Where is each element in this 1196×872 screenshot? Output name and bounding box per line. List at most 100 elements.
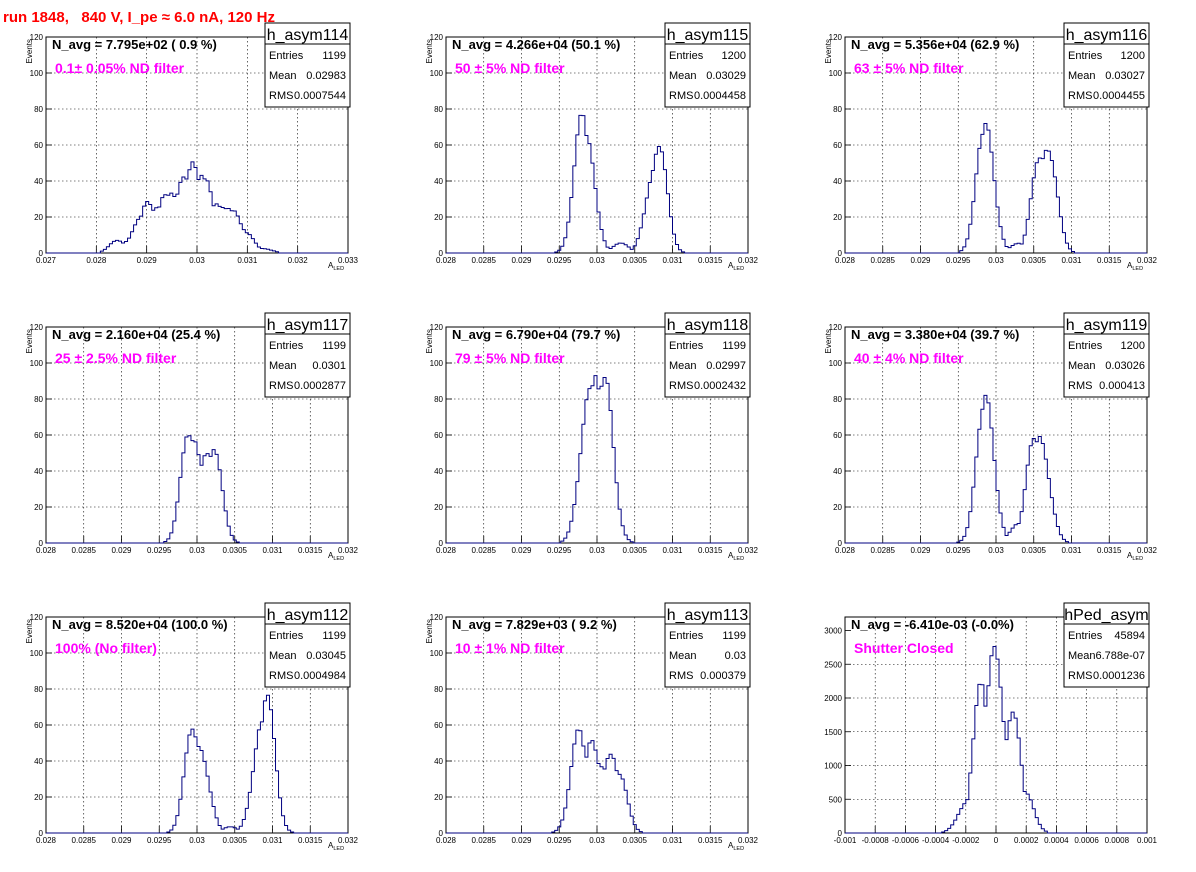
y-tick-label: 60 bbox=[34, 721, 43, 730]
y-tick-label: 40 bbox=[34, 467, 43, 476]
stats-key: Entries bbox=[669, 340, 704, 352]
x-tick-label: 0.032 bbox=[338, 836, 359, 845]
stats-key: Entries bbox=[669, 50, 704, 62]
y-tick-label: 120 bbox=[30, 33, 44, 42]
y-axis-title: Events bbox=[425, 329, 434, 353]
x-tick-label: 0.03 bbox=[189, 836, 205, 845]
x-tick-label: 0.0285 bbox=[72, 836, 97, 845]
y-tick-label: 40 bbox=[833, 177, 842, 186]
y-tick-label: 120 bbox=[30, 613, 44, 622]
stats-value: 0.000413 bbox=[1099, 380, 1145, 392]
stats-key: Entries bbox=[269, 50, 304, 62]
x-tick-label: 0.0285 bbox=[871, 256, 896, 265]
histogram-panel-h_asym119: 0.028 0.0285 0.029 0.0295 0.03 0.0305 0.031 0.0… bbox=[824, 312, 1158, 562]
y-axis-title: Events bbox=[824, 329, 833, 353]
y-axis-title: Events bbox=[425, 39, 434, 63]
x-tick-label: 0.0295 bbox=[547, 546, 572, 555]
x-tick-label: 0.031 bbox=[662, 256, 683, 265]
x-tick-label: -0.0008 bbox=[862, 836, 890, 845]
stats-value: 1199 bbox=[322, 630, 346, 642]
x-tick-label: 0.0305 bbox=[623, 836, 648, 845]
y-tick-label: 1000 bbox=[824, 762, 842, 771]
y-tick-label: 20 bbox=[34, 503, 43, 512]
y-tick-label: 120 bbox=[30, 323, 44, 332]
filter-annotation: 63 ± 5% ND filter bbox=[854, 60, 964, 76]
y-tick-label: 100 bbox=[430, 359, 444, 368]
stats-value: 0.0001236 bbox=[1093, 670, 1145, 682]
y-tick-label: 80 bbox=[34, 685, 43, 694]
filter-annotation: 25 ± 2.5% ND filter bbox=[55, 350, 177, 366]
x-tick-label: 0.032 bbox=[1137, 256, 1158, 265]
stats-title: hPed_asym bbox=[1064, 607, 1149, 624]
x-axis-title: ALED bbox=[1127, 551, 1143, 562]
stats-key: Entries bbox=[1068, 340, 1103, 352]
stats-key: Entries bbox=[1068, 50, 1103, 62]
y-tick-label: 20 bbox=[34, 213, 43, 222]
stats-key: Entries bbox=[669, 630, 704, 642]
filter-annotation: 100% (No filter) bbox=[55, 640, 157, 656]
y-tick-label: 40 bbox=[34, 757, 43, 766]
x-tick-label: 0.029 bbox=[111, 836, 132, 845]
stats-value: 0.0301 bbox=[312, 360, 346, 372]
y-tick-label: 0 bbox=[838, 539, 843, 548]
y-tick-label: 80 bbox=[34, 395, 43, 404]
x-tick-label: 0.0295 bbox=[547, 836, 572, 845]
histogram-panel-h_asym114: 0.027 0.028 0.029 0.03 0.031 0.032 0.033 0 20 40 6… bbox=[25, 22, 359, 272]
y-tick-label: 80 bbox=[833, 395, 842, 404]
stats-key: Entries bbox=[1068, 630, 1103, 642]
histogram-panel-h_asym112: 0.028 0.0285 0.029 0.0295 0.03 0.0305 0.031 0.0… bbox=[25, 602, 359, 852]
stats-key: Mean bbox=[269, 360, 297, 372]
stats-key: RMS bbox=[269, 380, 293, 392]
x-tick-label: 0.03 bbox=[589, 546, 605, 555]
x-tick-label: 0.03 bbox=[589, 836, 605, 845]
y-tick-label: 20 bbox=[434, 793, 443, 802]
x-tick-label: -0.0004 bbox=[922, 836, 950, 845]
y-tick-label: 3000 bbox=[824, 627, 842, 636]
x-tick-label: 0.0285 bbox=[72, 546, 97, 555]
histogram-line bbox=[845, 123, 1147, 254]
x-tick-label: 0.032 bbox=[738, 256, 759, 265]
histogram-panel-h_asym115: 0.028 0.0285 0.029 0.0295 0.03 0.0305 0.031 0.0… bbox=[425, 22, 759, 272]
stats-key: Mean bbox=[1068, 70, 1096, 82]
x-tick-label: 0.0295 bbox=[547, 256, 572, 265]
x-axis-title: ALED bbox=[328, 261, 344, 272]
stats-key: RMS bbox=[1068, 90, 1092, 102]
stats-key: Mean bbox=[269, 650, 297, 662]
x-tick-label: 0.03 bbox=[589, 256, 605, 265]
stats-value: 0.0002877 bbox=[294, 380, 346, 392]
y-tick-label: 20 bbox=[434, 503, 443, 512]
x-tick-label: 0.0315 bbox=[298, 836, 323, 845]
stats-value: 0.0002432 bbox=[694, 380, 746, 392]
x-tick-label: 0.0295 bbox=[946, 546, 971, 555]
x-tick-label: 0.0285 bbox=[472, 256, 497, 265]
page-title: run 1848, 840 V, I_pe ≈ 6.0 nA, 120 Hz bbox=[3, 9, 275, 26]
y-tick-label: 40 bbox=[434, 757, 443, 766]
stats-key: Mean bbox=[669, 70, 697, 82]
stats-key: RMS bbox=[1068, 380, 1092, 392]
stats-key: Mean bbox=[669, 650, 697, 662]
x-tick-label: 0.032 bbox=[338, 546, 359, 555]
stats-box bbox=[1063, 312, 1150, 398]
stats-key: Mean bbox=[1068, 360, 1096, 372]
y-tick-label: 0 bbox=[838, 249, 843, 258]
x-tick-label: 0.0315 bbox=[698, 546, 723, 555]
x-tick-label: 0.0315 bbox=[1097, 546, 1122, 555]
x-tick-label: 0.03 bbox=[988, 546, 1004, 555]
stats-box bbox=[264, 602, 351, 688]
stats-value: 0.02983 bbox=[306, 70, 346, 82]
x-axis-title: ALED bbox=[328, 841, 344, 852]
x-tick-label: 0.027 bbox=[36, 256, 57, 265]
y-tick-label: 0 bbox=[39, 829, 44, 838]
y-tick-label: 0 bbox=[39, 249, 44, 258]
y-tick-label: 60 bbox=[833, 431, 842, 440]
x-tick-label: 0.0002 bbox=[1014, 836, 1039, 845]
n-avg-label: N_avg = 5.356e+04 (62.9 %) bbox=[851, 37, 1019, 52]
stats-value: 6.788e-07 bbox=[1095, 650, 1145, 662]
stats-key: Entries bbox=[269, 630, 304, 642]
histogram-panel-h_asym118: 0.028 0.0285 0.029 0.0295 0.03 0.0305 0.031 0.0… bbox=[425, 312, 759, 562]
x-tick-label: 0.0315 bbox=[698, 256, 723, 265]
x-tick-label: 0.031 bbox=[262, 836, 283, 845]
x-tick-label: 0.0305 bbox=[623, 546, 648, 555]
stats-key: Entries bbox=[269, 340, 304, 352]
stats-title: h_asym113 bbox=[667, 607, 749, 624]
